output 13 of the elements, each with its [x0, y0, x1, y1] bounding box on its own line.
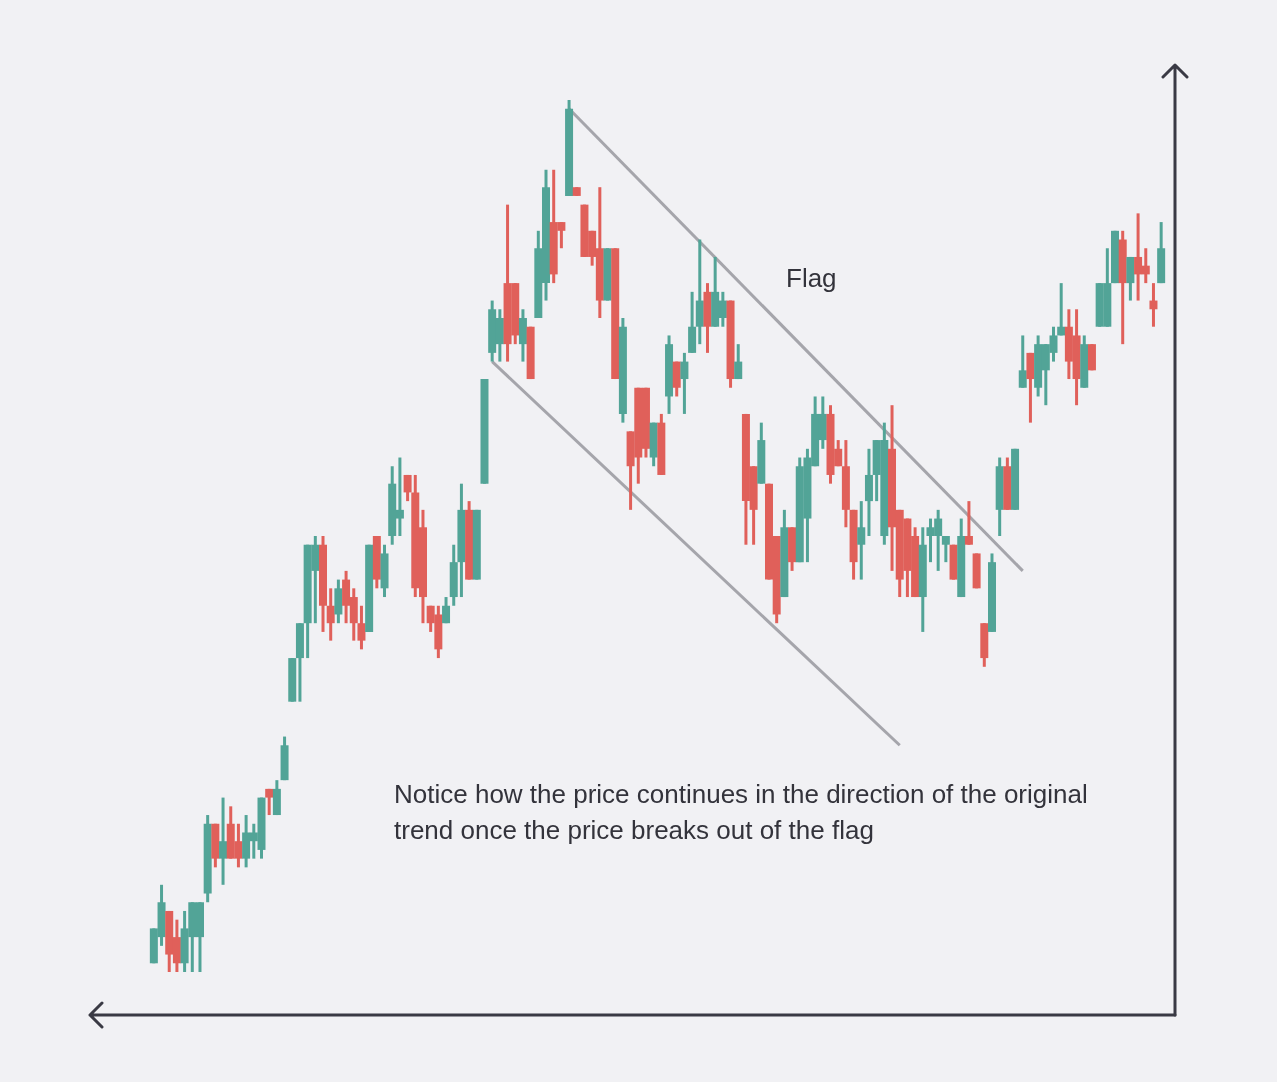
candlestick — [941, 536, 950, 564]
candlestick — [265, 787, 274, 817]
candlestick — [442, 597, 451, 625]
candlestick — [680, 351, 689, 414]
candlestick — [1018, 335, 1027, 388]
candlestick — [734, 344, 743, 381]
annotation: Flag — [786, 262, 838, 295]
annotation: Notice how the price continues in the direction of the original trend once the price breaks out of the flag — [394, 778, 1089, 847]
candlestick — [857, 501, 866, 580]
candlestick — [964, 501, 973, 545]
candlestick — [326, 588, 335, 641]
candlestick — [219, 797, 228, 885]
candlestick — [1149, 283, 1158, 327]
